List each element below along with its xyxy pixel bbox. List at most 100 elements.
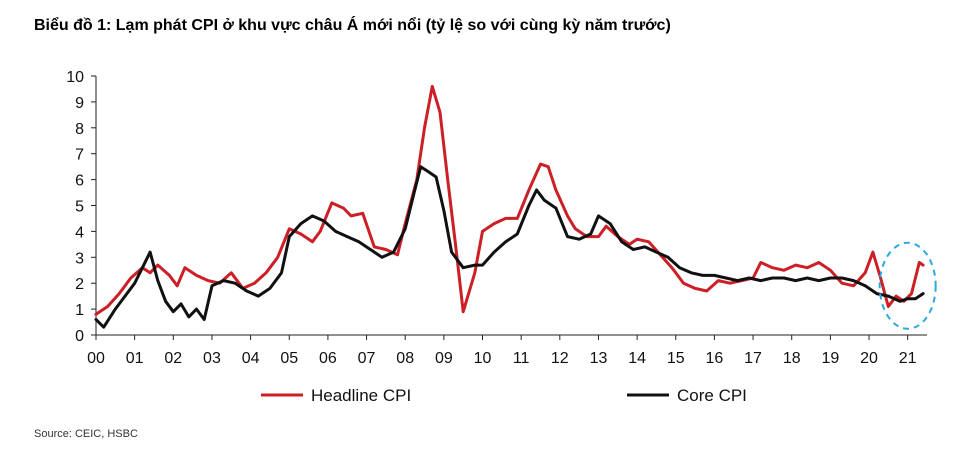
data-point-core-cpi bbox=[906, 297, 909, 300]
data-point-headline-cpi bbox=[206, 279, 210, 282]
x-tick-label: 05 bbox=[280, 350, 298, 367]
data-point-core-cpi bbox=[921, 292, 925, 295]
data-point-headline-cpi bbox=[330, 201, 333, 205]
data-point-core-cpi bbox=[589, 232, 592, 236]
data-point-core-cpi bbox=[125, 292, 129, 295]
x-tick-label: 20 bbox=[860, 350, 878, 367]
data-point-core-cpi bbox=[655, 250, 658, 254]
data-point-core-cpi bbox=[492, 250, 496, 254]
data-point-headline-cpi bbox=[431, 85, 434, 88]
data-point-core-cpi bbox=[701, 274, 704, 277]
data-point-headline-cpi bbox=[168, 274, 171, 277]
data-point-core-cpi bbox=[543, 199, 546, 202]
data-point-headline-cpi bbox=[384, 248, 388, 251]
data-point-core-cpi bbox=[554, 206, 558, 210]
data-point-headline-cpi bbox=[319, 230, 322, 233]
data-point-core-cpi bbox=[280, 271, 283, 274]
data-point-core-cpi bbox=[782, 276, 786, 280]
data-point-headline-cpi bbox=[129, 276, 132, 280]
y-tick-label: 7 bbox=[75, 147, 84, 164]
x-tick-label: 14 bbox=[628, 350, 646, 367]
data-point-headline-cpi bbox=[864, 271, 867, 274]
data-point-headline-cpi bbox=[462, 310, 465, 313]
data-point-headline-cpi bbox=[910, 292, 913, 295]
data-point-headline-cpi bbox=[342, 206, 345, 210]
data-point-core-cpi bbox=[608, 222, 612, 225]
data-point-core-cpi bbox=[299, 222, 303, 225]
data-point-core-cpi bbox=[759, 279, 762, 282]
data-point-core-cpi bbox=[817, 279, 820, 282]
x-tick-label: 11 bbox=[513, 350, 530, 367]
data-point-headline-cpi bbox=[195, 274, 198, 277]
data-point-headline-cpi bbox=[647, 240, 650, 243]
data-point-headline-cpi bbox=[473, 271, 476, 274]
data-point-core-cpi bbox=[666, 256, 670, 259]
data-point-core-cpi bbox=[172, 310, 175, 313]
data-point-core-cpi bbox=[392, 250, 395, 254]
data-point-core-cpi bbox=[148, 250, 152, 254]
data-point-headline-cpi bbox=[361, 212, 364, 215]
y-axis-ticks: 0 1 2 3 4 5 6 7 8 9 10 bbox=[66, 69, 96, 345]
y-tick-label: 6 bbox=[75, 173, 84, 190]
data-point-headline-cpi bbox=[887, 305, 890, 308]
data-point-core-cpi bbox=[462, 266, 465, 269]
data-point-core-cpi bbox=[257, 294, 260, 298]
data-point-headline-cpi bbox=[396, 253, 399, 256]
data-point-core-cpi bbox=[887, 294, 890, 298]
data-point-headline-cpi bbox=[516, 217, 519, 220]
data-point-core-cpi bbox=[203, 318, 206, 321]
data-point-core-cpi bbox=[288, 235, 291, 238]
data-point-headline-cpi bbox=[705, 289, 708, 293]
data-point-core-cpi bbox=[434, 175, 438, 179]
x-tick-label: 00 bbox=[87, 350, 105, 367]
data-point-core-cpi bbox=[736, 279, 739, 282]
data-point-headline-cpi bbox=[504, 217, 507, 220]
data-point-headline-cpi bbox=[288, 227, 291, 230]
data-point-headline-cpi bbox=[635, 238, 639, 241]
data-point-headline-cpi bbox=[183, 266, 187, 269]
data-point-core-cpi bbox=[504, 240, 507, 243]
x-tick-label: 13 bbox=[590, 350, 608, 367]
y-tick-label: 4 bbox=[75, 224, 84, 241]
y-tick-label: 3 bbox=[75, 250, 84, 267]
data-point-core-cpi bbox=[597, 214, 600, 218]
legend: Headline CPI Core CPI bbox=[261, 386, 747, 405]
data-point-core-cpi bbox=[164, 300, 167, 303]
data-point-headline-cpi bbox=[492, 222, 496, 225]
data-point-headline-cpi bbox=[682, 282, 685, 285]
data-point-core-cpi bbox=[840, 276, 844, 280]
data-point-core-cpi bbox=[690, 271, 693, 274]
data-point-core-cpi bbox=[481, 263, 484, 267]
data-point-headline-cpi bbox=[438, 111, 442, 114]
data-point-core-cpi bbox=[442, 209, 446, 212]
data-point-headline-cpi bbox=[728, 282, 732, 285]
x-tick-label: 07 bbox=[358, 350, 376, 367]
data-point-headline-cpi bbox=[311, 240, 314, 243]
x-tick-label: 16 bbox=[706, 350, 724, 367]
data-point-headline-cpi bbox=[829, 269, 832, 272]
data-point-core-cpi bbox=[898, 300, 902, 303]
source-note: Source: CEIC, HSBC bbox=[34, 428, 138, 440]
y-tick-label: 5 bbox=[75, 199, 84, 216]
data-point-core-cpi bbox=[411, 196, 415, 199]
data-point-headline-cpi bbox=[806, 266, 809, 269]
data-point-core-cpi bbox=[311, 214, 314, 218]
data-point-core-cpi bbox=[713, 274, 716, 277]
data-point-core-cpi bbox=[516, 232, 519, 236]
data-point-headline-cpi bbox=[539, 162, 542, 166]
data-point-headline-cpi bbox=[759, 261, 762, 264]
data-point-headline-cpi bbox=[94, 313, 98, 316]
x-tick-label: 09 bbox=[435, 350, 453, 367]
data-point-core-cpi bbox=[94, 318, 98, 321]
data-point-core-cpi bbox=[427, 170, 430, 173]
x-tick-label: 08 bbox=[396, 350, 414, 367]
data-point-core-cpi bbox=[771, 276, 774, 280]
data-point-core-cpi bbox=[864, 284, 867, 287]
x-tick-label: 10 bbox=[474, 350, 492, 367]
series-line-core-cpi bbox=[94, 165, 925, 329]
data-point-core-cpi bbox=[535, 188, 538, 192]
data-point-core-cpi bbox=[346, 235, 349, 238]
data-point-headline-cpi bbox=[547, 165, 550, 168]
data-point-headline-cpi bbox=[118, 292, 121, 295]
